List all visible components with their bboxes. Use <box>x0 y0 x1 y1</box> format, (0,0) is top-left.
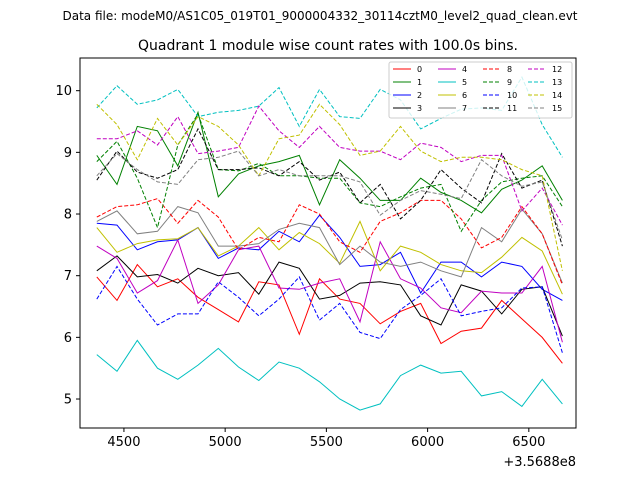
legend-item-1: 1 <box>393 78 422 87</box>
legend-item-3: 3 <box>393 104 422 113</box>
legend-label: 0 <box>417 65 422 74</box>
series-line-6 <box>96 220 563 295</box>
y-tick-label: 9 <box>64 146 72 161</box>
series-line-5 <box>96 339 563 411</box>
legend-label: 14 <box>552 91 562 100</box>
legend-label: 5 <box>462 78 467 87</box>
x-tick-label: 5000 <box>209 435 242 450</box>
x-tick-label: 4500 <box>107 435 140 450</box>
series-line-7 <box>96 206 563 284</box>
series-line-11 <box>96 127 563 247</box>
x-tick-label: 5500 <box>310 435 343 450</box>
data-file-suptitle: Data file: modeM0/AS1C05_019T01_90000043… <box>62 9 577 23</box>
legend-frame <box>388 61 573 119</box>
series-line-0 <box>96 263 563 364</box>
legend-item-8: 8 <box>483 65 512 74</box>
series-line-9 <box>96 112 563 233</box>
series-line-4 <box>96 238 563 343</box>
legend-item-6: 6 <box>438 91 467 100</box>
x-axis: 4500 5000 5500 6000 6500 <box>107 428 545 450</box>
legend-item-4: 4 <box>438 65 467 74</box>
chart-title: Quadrant 1 module wise count rates with … <box>138 38 518 54</box>
legend-item-10: 10 <box>483 91 517 100</box>
series-line-2 <box>96 214 563 301</box>
legend-item-15: 15 <box>528 104 562 113</box>
series-line-14 <box>96 103 563 271</box>
legend-item-7: 7 <box>438 104 467 113</box>
series-line-3 <box>96 255 563 337</box>
legend-label: 8 <box>507 65 512 74</box>
legend-label: 7 <box>462 104 467 113</box>
plot-area <box>96 76 563 411</box>
legend-item-5: 5 <box>438 78 467 87</box>
legend-item-11: 11 <box>483 104 517 113</box>
legend-label: 12 <box>552 65 562 74</box>
y-tick-label: 8 <box>64 208 72 223</box>
legend-label: 15 <box>552 104 562 113</box>
series-line-15 <box>96 150 563 241</box>
legend-item-13: 13 <box>528 78 562 87</box>
series-line-12 <box>96 105 563 226</box>
x-tick-label: 6000 <box>411 435 444 450</box>
legend-label: 1 <box>417 78 422 87</box>
legend-label: 6 <box>462 91 467 100</box>
legend-label: 10 <box>507 91 517 100</box>
y-tick-label: 6 <box>64 331 72 346</box>
y-tick-label: 5 <box>64 393 72 408</box>
series-line-10 <box>96 265 563 353</box>
y-tick-label: 7 <box>64 269 72 284</box>
legend-label: 9 <box>507 78 512 87</box>
legend-label: 13 <box>552 78 562 87</box>
legend-item-14: 14 <box>528 91 562 100</box>
x-tick-label: 6500 <box>512 435 545 450</box>
legend-item-0: 0 <box>393 65 422 74</box>
y-axis: 5 6 7 8 9 10 <box>55 84 80 408</box>
legend-item-12: 12 <box>528 65 562 74</box>
series-line-8 <box>96 198 563 286</box>
axes-frame <box>79 57 577 429</box>
y-tick-label: 10 <box>55 84 72 99</box>
legend-item-2: 2 <box>393 91 422 100</box>
legend-label: 4 <box>462 65 467 74</box>
legend-item-9: 9 <box>483 78 512 87</box>
legend-label: 3 <box>417 104 422 113</box>
legend-label: 11 <box>507 104 517 113</box>
legend-label: 2 <box>417 91 422 100</box>
x-offset-label: +3.5688e8 <box>503 455 576 470</box>
series-line-13 <box>96 76 563 158</box>
